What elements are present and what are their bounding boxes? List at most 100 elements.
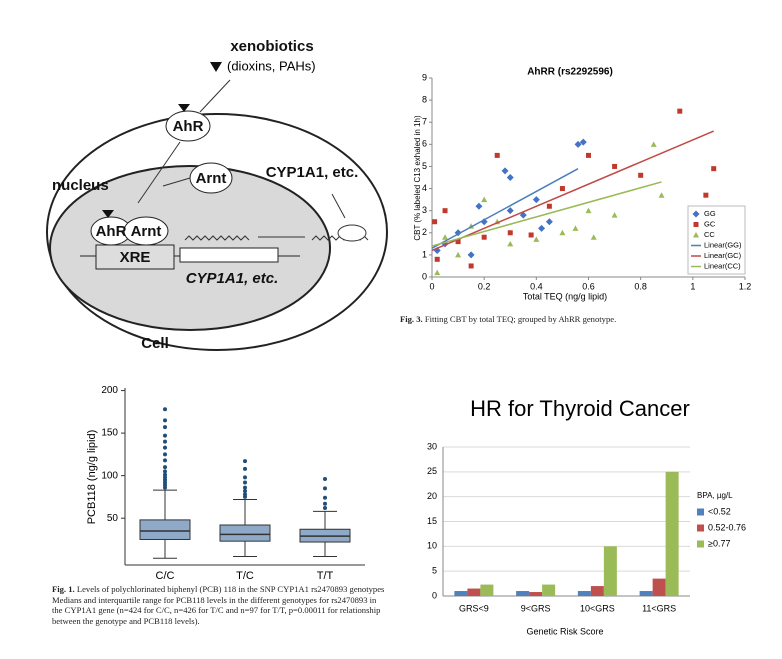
legend-title: BPA, µg/L xyxy=(697,491,733,500)
legend-label: ≥0.77 xyxy=(708,538,730,548)
outlier xyxy=(163,452,167,457)
y-tick-label: 7 xyxy=(422,117,427,127)
label: CYP1A1, etc. xyxy=(186,270,279,287)
caption-text: Fig. 3. Fitting CBT by total TEQ; groupe… xyxy=(400,314,782,325)
x-tick-label: 1 xyxy=(690,281,695,291)
point xyxy=(585,207,592,214)
point xyxy=(532,196,540,204)
legend-label: Linear(GG) xyxy=(704,240,742,249)
x-axis-label: Total TEQ (ng/g lipid) xyxy=(523,291,607,301)
ribosome xyxy=(337,224,367,242)
y-axis-label: PCB118 (ng/g lipid) xyxy=(86,430,98,525)
xre-box xyxy=(95,244,175,270)
bar xyxy=(467,588,481,596)
x-tick-label: 1.2 xyxy=(739,281,752,291)
label: Arnt xyxy=(196,170,227,187)
ligand-icon xyxy=(102,210,114,218)
outlier xyxy=(323,501,327,506)
point xyxy=(572,225,579,231)
bar xyxy=(577,591,591,596)
outlier xyxy=(323,477,327,482)
y-tick-label: 0 xyxy=(432,590,437,600)
outlier xyxy=(243,485,247,490)
legend-label: 0.52-0.76 xyxy=(708,522,746,532)
point xyxy=(468,263,474,269)
y-tick-label: 5 xyxy=(422,161,427,171)
label: Arnt xyxy=(131,223,162,240)
y-tick-label: 25 xyxy=(427,466,437,476)
point xyxy=(546,203,552,209)
outlier xyxy=(163,465,167,470)
x-tick-label: GRS<9 xyxy=(459,603,489,613)
arrow xyxy=(199,79,231,113)
point xyxy=(574,140,582,148)
charts: 0 1 2 3 4 5 6 7 8 9 0 0.2 0.4 0.6 0.8 1 1.2 AhRR (rs22925… xyxy=(52,67,782,637)
node xyxy=(165,110,211,142)
y-tick-label: 10 xyxy=(427,541,437,551)
bar xyxy=(516,591,530,596)
legend-swatch xyxy=(697,508,704,516)
y-tick-label: 9 xyxy=(422,72,427,82)
caption-body: Levels of polychlorinated biphenyl (PCB)… xyxy=(52,584,385,626)
outlier xyxy=(163,472,167,477)
point xyxy=(650,141,657,147)
x-tick-label: 11<GRS xyxy=(642,603,676,613)
y-tick-label: 0 xyxy=(422,271,427,281)
bar xyxy=(542,584,556,596)
y-tick-label: 6 xyxy=(422,139,427,149)
x-tick-label: T/C xyxy=(236,570,254,582)
point xyxy=(455,251,462,258)
trend-line xyxy=(431,130,714,252)
outlier xyxy=(243,480,247,485)
point xyxy=(703,192,709,198)
outlier xyxy=(163,433,167,438)
label: CYP1A1, etc. xyxy=(266,164,359,181)
point xyxy=(559,229,566,236)
legend-swatch xyxy=(692,210,700,218)
label: xenobiotics xyxy=(230,38,313,55)
caption: Fig. 1. Levels of polychlorinated biphen… xyxy=(52,584,385,626)
ligand-icon xyxy=(210,62,222,72)
label: XRE xyxy=(120,249,151,266)
box xyxy=(219,524,271,542)
point xyxy=(501,167,509,175)
chart-title: AhRR (rs2292596) xyxy=(527,67,613,78)
bar xyxy=(454,591,468,596)
legend-swatch xyxy=(693,232,699,238)
y-tick-label: 4 xyxy=(422,183,427,193)
outlier xyxy=(243,459,247,464)
outlier xyxy=(243,475,247,480)
outlier xyxy=(163,418,167,423)
point xyxy=(506,207,514,215)
y-tick-label: 100 xyxy=(101,470,118,481)
y-tick-label: 8 xyxy=(422,94,427,104)
outlier xyxy=(163,439,167,444)
node xyxy=(123,216,169,246)
y-tick-label: 2 xyxy=(422,227,427,237)
legend-swatch xyxy=(697,524,704,532)
point xyxy=(494,152,500,158)
bar xyxy=(639,591,653,596)
y-axis-label: CBT (% labeled C13 exhaled in 1h) xyxy=(413,115,422,241)
point xyxy=(586,152,591,158)
point xyxy=(434,256,440,262)
point xyxy=(475,202,483,210)
outlier xyxy=(243,488,247,493)
point xyxy=(528,232,534,238)
box xyxy=(139,519,191,540)
point xyxy=(506,174,514,181)
point xyxy=(481,196,488,203)
y-tick-label: 1 xyxy=(422,249,427,259)
point xyxy=(677,108,683,114)
bar xyxy=(603,546,617,596)
outlier xyxy=(323,486,327,491)
legend-box xyxy=(687,205,746,275)
gene-box xyxy=(179,247,279,263)
outlier xyxy=(163,407,167,412)
label: Cell xyxy=(141,335,169,352)
outlier xyxy=(323,505,327,510)
point xyxy=(545,218,553,226)
x-tick-label: 0 xyxy=(429,281,434,291)
caption-label: Fig. 3. xyxy=(400,314,423,324)
